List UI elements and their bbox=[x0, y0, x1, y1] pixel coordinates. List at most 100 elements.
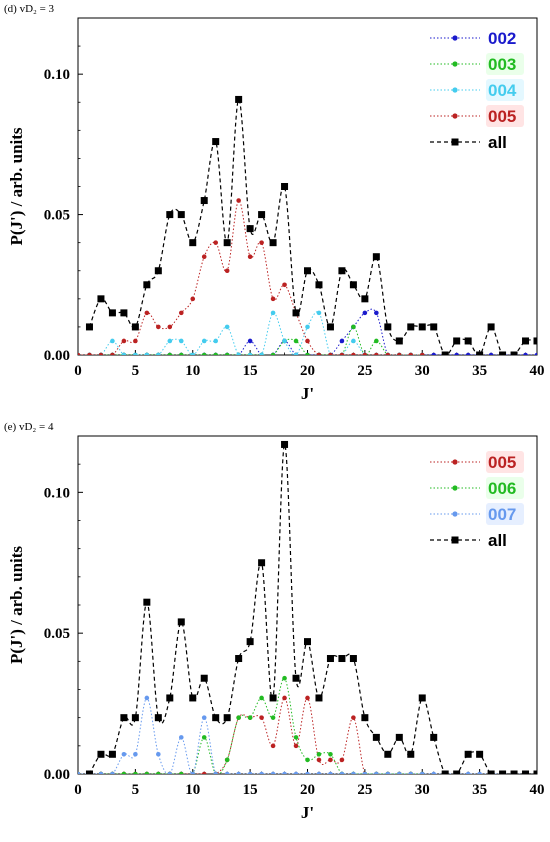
data-point bbox=[224, 324, 230, 330]
data-point bbox=[372, 253, 380, 261]
series-line-006 bbox=[78, 677, 423, 774]
data-point bbox=[247, 338, 253, 344]
data-point bbox=[418, 323, 426, 331]
data-point bbox=[374, 771, 379, 774]
legend-entry-005: 005 bbox=[488, 107, 516, 126]
series-007 bbox=[78, 695, 537, 774]
legend-label-bg bbox=[486, 529, 524, 551]
x-tick-label: 10 bbox=[185, 782, 200, 798]
legend-marker bbox=[451, 536, 459, 544]
data-point bbox=[235, 95, 243, 103]
x-tick-label: 35 bbox=[472, 782, 487, 798]
data-point bbox=[408, 352, 414, 355]
data-point bbox=[385, 352, 391, 355]
data-point bbox=[133, 338, 138, 344]
data-point bbox=[201, 771, 207, 774]
legend-marker bbox=[452, 459, 458, 465]
x-tick-label: 10 bbox=[185, 363, 200, 379]
data-point bbox=[178, 338, 184, 344]
data-point bbox=[441, 351, 449, 355]
x-tick-label: 15 bbox=[243, 363, 258, 379]
data-point bbox=[270, 310, 276, 316]
data-point bbox=[270, 715, 276, 720]
x-axis-title: J' bbox=[301, 384, 314, 403]
data-point bbox=[259, 352, 264, 355]
data-point bbox=[224, 771, 230, 774]
data-point bbox=[189, 694, 197, 702]
legend-entry-003: 003 bbox=[488, 55, 516, 74]
data-point bbox=[293, 338, 299, 344]
x-tick-label: 15 bbox=[243, 782, 258, 798]
data-point bbox=[223, 714, 231, 722]
data-point bbox=[270, 352, 276, 355]
data-point bbox=[408, 771, 414, 774]
data-point bbox=[326, 323, 334, 331]
legend-entry-005: 005 bbox=[488, 453, 516, 472]
legend-entry-006: 006 bbox=[488, 479, 516, 498]
data-point bbox=[144, 771, 150, 774]
data-point bbox=[328, 771, 333, 774]
data-point bbox=[305, 338, 310, 344]
data-point bbox=[133, 771, 138, 774]
legend-entry-004: 004 bbox=[488, 81, 517, 100]
data-point bbox=[110, 771, 115, 774]
data-point bbox=[293, 743, 299, 749]
data-point bbox=[259, 715, 264, 720]
y-tick-label: 0.05 bbox=[44, 626, 70, 642]
data-point bbox=[339, 338, 345, 344]
data-point bbox=[534, 352, 537, 355]
legend-marker bbox=[452, 485, 458, 491]
data-point bbox=[144, 695, 150, 701]
data-point bbox=[166, 211, 174, 219]
data-point bbox=[465, 771, 471, 774]
x-tick-label: 25 bbox=[357, 782, 372, 798]
data-point bbox=[453, 337, 461, 345]
data-point bbox=[167, 338, 173, 344]
data-point bbox=[523, 352, 528, 355]
data-point bbox=[190, 771, 196, 774]
data-point bbox=[362, 310, 368, 316]
legend-entry-all: all bbox=[488, 133, 507, 152]
data-point bbox=[236, 715, 241, 720]
data-point bbox=[213, 352, 218, 355]
data-point bbox=[305, 695, 310, 701]
data-point bbox=[144, 352, 150, 355]
data-point bbox=[156, 352, 161, 355]
data-point bbox=[510, 351, 518, 355]
data-point bbox=[384, 750, 392, 758]
legend-entry-all: all bbox=[488, 531, 507, 550]
data-point bbox=[419, 771, 425, 774]
data-point bbox=[328, 751, 333, 757]
plot-area bbox=[78, 440, 537, 774]
legend-marker bbox=[452, 511, 458, 517]
data-point bbox=[477, 771, 482, 774]
data-point bbox=[121, 771, 127, 774]
data-point bbox=[453, 770, 461, 774]
data-point bbox=[339, 757, 345, 763]
series-line-005 bbox=[78, 697, 423, 774]
data-point bbox=[315, 694, 323, 702]
legend-label-bg bbox=[486, 131, 524, 153]
data-point bbox=[465, 352, 471, 355]
y-axis-title: P(J') / arb. units bbox=[7, 546, 26, 664]
data-point bbox=[178, 771, 184, 774]
data-point bbox=[281, 440, 289, 448]
x-tick-label: 20 bbox=[300, 363, 315, 379]
data-point bbox=[121, 338, 127, 344]
data-point bbox=[213, 240, 218, 245]
data-point bbox=[167, 771, 173, 774]
data-point bbox=[190, 296, 196, 302]
x-tick-label: 25 bbox=[357, 363, 372, 379]
data-point bbox=[522, 770, 530, 774]
data-point bbox=[293, 735, 299, 740]
data-point bbox=[533, 770, 537, 774]
data-point bbox=[270, 296, 276, 302]
series-all bbox=[85, 95, 537, 355]
legend-entry-002: 002 bbox=[488, 29, 516, 48]
legend-marker bbox=[452, 61, 458, 67]
x-tick-label: 0 bbox=[74, 782, 82, 798]
data-point bbox=[282, 695, 287, 701]
plot-area bbox=[78, 95, 537, 355]
data-point bbox=[305, 352, 310, 355]
